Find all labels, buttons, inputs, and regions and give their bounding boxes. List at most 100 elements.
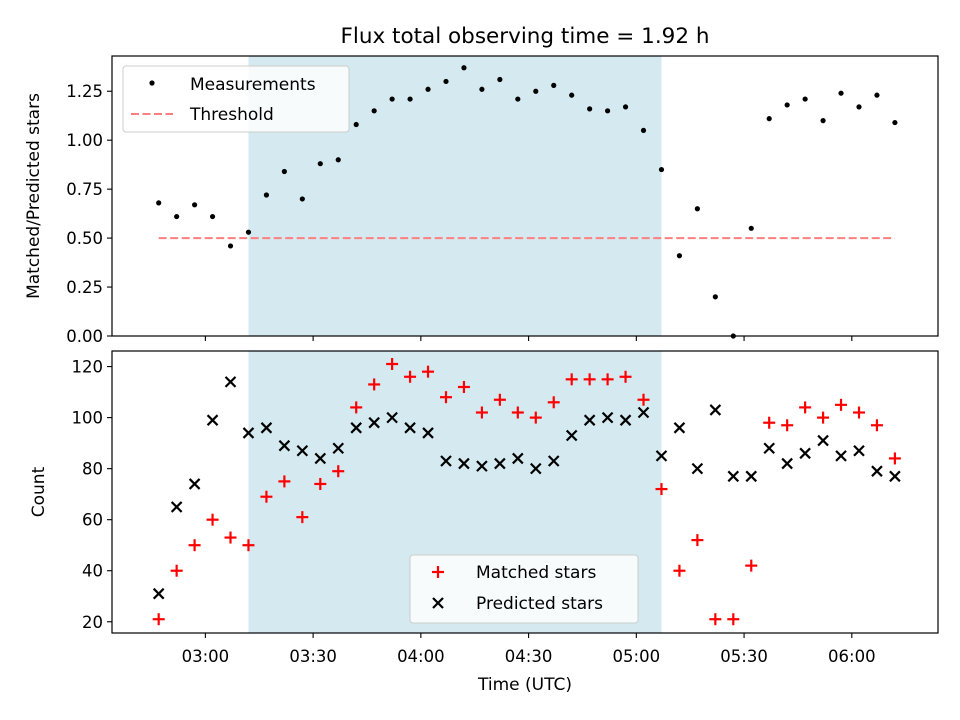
predicted-stars-point: [601, 411, 614, 424]
measurements-point: [353, 121, 359, 128]
count-ytick-label: 60: [82, 511, 103, 530]
measurements-point: [748, 225, 754, 231]
measurements-point: [263, 192, 270, 198]
measurements-point: [784, 102, 790, 108]
count-legend: Matched stars Predicted stars: [409, 554, 639, 624]
matched-stars-point: [493, 393, 506, 406]
matched-stars-point: [745, 559, 758, 572]
matched-stars-point: [870, 419, 883, 432]
ratio-panel: 0.00 0.25 0.50 0.75 1.00 1.25 Matched/Predict…: [24, 55, 939, 346]
predicted-stars-point: [260, 422, 273, 434]
measurements-point: [407, 96, 413, 102]
measurements-point: [281, 168, 287, 175]
measurements-point: [245, 229, 252, 235]
matched-stars-point: [314, 477, 327, 490]
predicted-stars-point: [314, 452, 327, 465]
predicted-stars-point: [494, 457, 506, 470]
measurements-point: [676, 253, 683, 259]
ratio-panel-frame: [111, 55, 939, 337]
matched-stars-point: [799, 401, 812, 414]
predicted-stars-point: [799, 447, 811, 460]
measurements-point: [335, 157, 341, 163]
measurements-point: [497, 76, 503, 83]
matched-stars-point: [422, 365, 435, 378]
matched-stars-point: [781, 419, 794, 432]
count-ytick-label: 80: [82, 460, 103, 479]
predicted-stars-point: [386, 411, 398, 424]
matched-stars-point: [260, 490, 273, 503]
predicted-stars-point: [476, 460, 488, 472]
measurements-point: [766, 116, 772, 122]
matched-stars-point: [457, 380, 470, 393]
count-ytick-label: 20: [82, 613, 103, 632]
ratio-ytick-label: 0.50: [66, 229, 103, 248]
predicted-stars-point: [170, 501, 183, 513]
ratio-ytick-label: 0.00: [66, 327, 103, 346]
matched-stars-point: [619, 370, 632, 383]
matched-stars-point: [206, 513, 219, 526]
measurements-point: [694, 206, 700, 212]
measurements-point: [461, 65, 467, 71]
ratio-legend: Measurements Threshold: [122, 65, 350, 133]
predicted-stars-point: [763, 442, 775, 455]
predicted-stars-point: [673, 422, 686, 434]
measurements-point: [389, 96, 395, 102]
predicted-stars-point: [655, 450, 668, 462]
count-ytick-label: 100: [72, 409, 104, 428]
measurements-point: [533, 88, 539, 94]
legend-measurements-marker: [149, 80, 155, 86]
count-xtick-label: 06:00: [828, 647, 876, 666]
matched-stars-point: [368, 378, 381, 391]
legend-threshold-label: Threshold: [189, 105, 274, 125]
count-panel: 20 40 60 80 100 120 03:00 03:30 04:00 04:30 05:00…: [29, 350, 939, 695]
measurements-point: [802, 96, 808, 102]
matched-stars-point: [565, 373, 578, 386]
measurements-point: [371, 108, 377, 114]
measurements-point: [443, 78, 449, 85]
matched-stars-point: [691, 534, 704, 547]
count-xtick-label: 04:00: [397, 647, 445, 666]
predicted-stars-point: [781, 457, 793, 470]
ratio-ytick-label: 1.25: [66, 82, 103, 101]
predicted-stars-point: [547, 455, 560, 467]
count-ytick-label: 40: [82, 562, 103, 581]
ratio-ytick-label: 1.00: [66, 131, 103, 150]
matched-stars-point: [278, 475, 291, 488]
predicted-stars-point: [889, 470, 901, 483]
matched-stars-point: [224, 531, 237, 544]
predicted-stars-point: [332, 442, 345, 455]
predicted-stars-point: [745, 470, 758, 483]
predicted-stars-point: [440, 455, 452, 467]
predicted-stars-point: [835, 450, 847, 462]
predicted-stars-point: [368, 416, 380, 429]
matched-stars-point: [852, 406, 865, 419]
legend-matched-label: Matched stars: [476, 563, 596, 583]
matched-stars-point: [547, 396, 560, 409]
predicted-stars-point: [404, 422, 416, 434]
predicted-stars-point: [458, 457, 470, 470]
matched-stars-point: [583, 373, 596, 386]
ratio-ytick-label: 0.75: [66, 180, 103, 199]
predicted-stars-point: [709, 404, 722, 416]
measurements-point: [820, 118, 826, 124]
count-ytick-label: 120: [72, 358, 104, 377]
predicted-stars-point: [529, 462, 542, 475]
predicted-stars-point: [727, 470, 740, 483]
predicted-stars-point: [619, 414, 632, 426]
matched-stars-point: [817, 411, 830, 424]
predicted-stars-point: [583, 414, 596, 426]
matched-stars-point: [673, 564, 686, 577]
ratio-y-axis-label: Matched/Predicted stars: [24, 93, 44, 299]
measurements-point: [551, 82, 557, 88]
matched-stars-point: [727, 613, 740, 626]
predicted-stars-point: [422, 427, 434, 439]
measurements-point: [838, 90, 844, 96]
matched-stars-point: [529, 411, 542, 424]
matched-stars-point: [152, 613, 165, 626]
matched-stars-point: [511, 406, 524, 419]
predicted-stars-point: [817, 434, 829, 447]
matched-stars-point: [386, 358, 399, 371]
ratio-ytick-label: 0.25: [66, 278, 103, 297]
x-axis-label: Time (UTC): [477, 675, 572, 695]
matched-stars-point: [475, 406, 488, 419]
